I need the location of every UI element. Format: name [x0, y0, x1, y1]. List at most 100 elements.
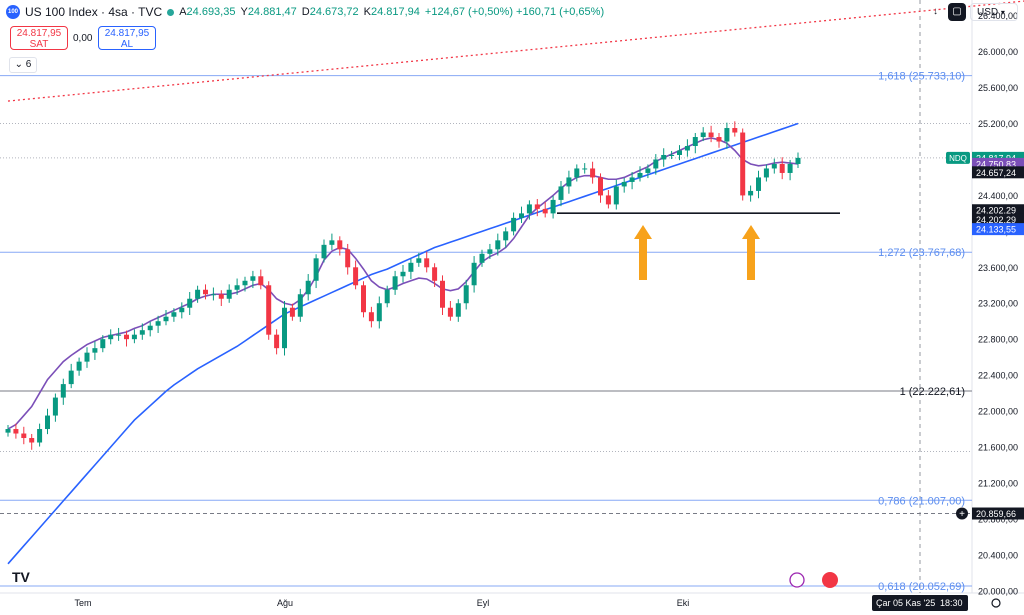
chart-grid — [0, 0, 1024, 594]
candle-body — [108, 334, 114, 340]
candle-body — [574, 168, 580, 178]
candle-body — [210, 294, 216, 296]
candle — [116, 327, 122, 341]
candle — [471, 256, 477, 293]
candle-body — [163, 316, 169, 322]
candle-body — [795, 157, 801, 164]
price-label: 24.750,83 — [976, 159, 1016, 169]
crosshair-time-bg — [872, 595, 968, 611]
candle — [100, 335, 106, 353]
candle — [677, 145, 682, 161]
buy-button[interactable]: 24.817,95 AL — [98, 26, 156, 50]
y-tick-label: 20.400,00 — [978, 550, 1018, 560]
candle-body — [771, 163, 777, 169]
candle-body — [558, 186, 564, 200]
candle — [479, 249, 485, 267]
candle — [700, 127, 706, 142]
candle-body — [68, 370, 74, 385]
sell-label: SAT — [29, 39, 49, 50]
candle-body — [692, 137, 698, 147]
candle — [590, 161, 596, 184]
price-label: 20.859,66 — [976, 509, 1016, 519]
sell-button[interactable]: 24.817,95 SAT — [10, 26, 68, 50]
candle-body — [84, 352, 90, 362]
candle-body — [487, 249, 493, 254]
screenshot-icon[interactable]: ▢ — [948, 3, 966, 21]
candle-body — [139, 330, 145, 335]
buy-label: AL — [120, 39, 134, 50]
candle — [653, 154, 659, 175]
scroll-down-icon[interactable]: ↓ — [933, 6, 938, 17]
candle-body — [131, 334, 137, 340]
candle-body — [748, 190, 754, 196]
candle-body — [329, 240, 335, 245]
candle — [60, 378, 66, 405]
time-axis[interactable]: Tem Ağu Eyl Eki Çar 05 Kas '25 18:30 — [74, 595, 1001, 611]
price-label-bg — [972, 204, 1024, 217]
candle-body — [242, 280, 248, 286]
candle-body — [345, 249, 351, 268]
candle — [771, 158, 777, 174]
candle-body — [424, 258, 430, 268]
candle-body — [289, 307, 295, 317]
candle-body — [313, 258, 319, 281]
currency-select[interactable]: USD ▾ — [970, 3, 1018, 21]
candle-body — [274, 334, 280, 349]
candle-body — [195, 289, 201, 299]
candle-body — [116, 334, 122, 336]
candle — [613, 179, 619, 210]
candle-body — [250, 276, 256, 281]
candle — [195, 285, 201, 303]
candle — [416, 252, 422, 267]
price-label: 24.133,55 — [976, 225, 1016, 235]
candle — [487, 243, 493, 259]
price-label: 24.202,29 — [976, 206, 1016, 216]
candle-body — [495, 240, 501, 250]
tradingview-logo: TV — [12, 569, 31, 585]
candle-body — [234, 285, 240, 290]
price-label-bg — [972, 166, 1024, 179]
candle — [329, 233, 335, 250]
candle — [392, 270, 398, 295]
candle-body — [582, 168, 588, 170]
arrows[interactable] — [634, 225, 760, 280]
candle-body — [566, 177, 572, 187]
legend-bar: 100 US 100 Index · 4sa · TVC A 24.693,35 … — [6, 5, 604, 19]
candle — [787, 159, 793, 181]
ohlc-low: 24.673,72 — [309, 6, 359, 18]
candle-body — [700, 132, 706, 138]
candle — [226, 284, 232, 303]
crosshair-time-label: 18:30 — [940, 598, 963, 608]
candle — [534, 199, 540, 217]
candle — [337, 236, 343, 256]
indicators-toggle[interactable]: ⌄ 6 — [9, 57, 37, 73]
candle-body — [534, 204, 540, 209]
candle-body — [408, 262, 414, 272]
fib-level-label: 1,618 (25.733,10) — [878, 71, 965, 83]
candle — [250, 270, 256, 289]
candle — [5, 424, 11, 437]
candle-body — [779, 163, 785, 173]
candle — [637, 166, 643, 182]
sell-price: 24.817,95 — [16, 28, 62, 39]
trendline[interactable] — [7, 0, 1024, 102]
candle — [740, 128, 746, 201]
y-tick-label: 21.200,00 — [978, 478, 1018, 488]
candle — [155, 315, 161, 333]
candle — [282, 300, 287, 356]
candle-body — [455, 303, 461, 317]
candle-body — [45, 415, 50, 430]
candle-body — [60, 384, 66, 398]
candle-body — [384, 289, 390, 304]
candle — [692, 132, 698, 154]
candle-body — [179, 307, 185, 313]
y-tick-label: 22.400,00 — [978, 371, 1018, 381]
candle-body — [724, 128, 730, 142]
candle-body — [155, 321, 161, 326]
ohlc-close-label: K — [363, 6, 371, 18]
candle-body — [187, 298, 193, 308]
candle-body — [621, 181, 627, 187]
price-label-bg — [972, 213, 1024, 226]
symbol-title[interactable]: US 100 Index · 4sa · TVC — [25, 5, 163, 19]
